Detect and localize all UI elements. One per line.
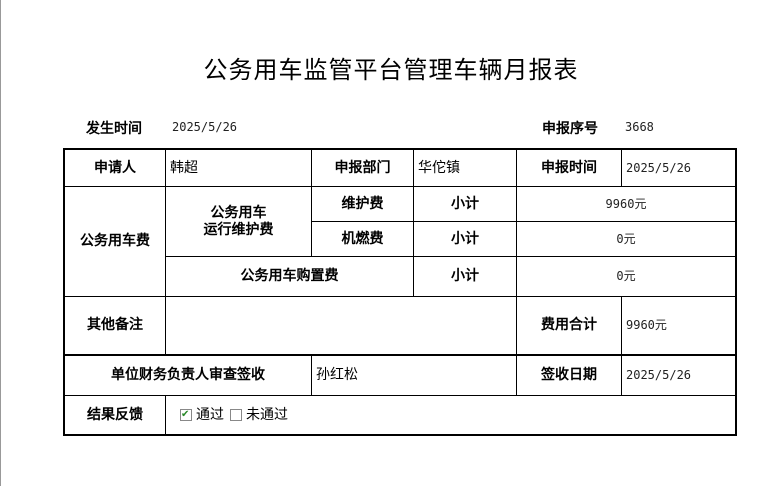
- dept-label: 申报部门: [312, 150, 414, 187]
- run-maint-label-line2: 运行维护费: [203, 221, 274, 238]
- occur-time-label: 发生时间: [86, 121, 142, 137]
- vehicle-fee-label: 公务用车费: [65, 187, 166, 297]
- maint-value: 9960元: [517, 187, 735, 222]
- purchase-subtotal-label: 小计: [414, 257, 517, 297]
- remark-value: [166, 297, 517, 356]
- maint-subtotal-label: 小计: [414, 187, 517, 222]
- report-time-value: 2025/5/26: [622, 150, 735, 187]
- page-title: 公务用车监管平台管理车辆月报表: [203, 56, 579, 84]
- result-options: 通过 未通过: [166, 396, 735, 434]
- fuel-subtotal-label: 小计: [414, 222, 517, 257]
- applicant-value: 韩超: [166, 150, 312, 187]
- sign-label: 单位财务负责人审查签收: [65, 356, 312, 396]
- occur-time-value: 2025/5/26: [172, 120, 238, 134]
- dept-value: 华佗镇: [414, 150, 517, 187]
- maint-label: 维护费: [312, 187, 414, 222]
- fuel-value: 0元: [517, 222, 735, 257]
- serial-value: 3668: [625, 120, 654, 134]
- result-label: 结果反馈: [65, 396, 166, 434]
- sign-date-label: 签收日期: [517, 356, 622, 396]
- run-maint-label: 公务用车 运行维护费: [166, 187, 312, 257]
- remark-label: 其他备注: [65, 297, 166, 356]
- sign-date-value: 2025/5/26: [622, 356, 735, 396]
- pass-checkbox[interactable]: [180, 406, 192, 423]
- run-maint-label-line1: 公务用车: [210, 204, 267, 221]
- serial-label: 申报序号: [542, 121, 598, 137]
- signer-value: 孙红松: [312, 356, 517, 396]
- pass-label: 通过: [196, 406, 224, 423]
- fail-label: 未通过: [246, 406, 288, 423]
- report-time-label: 申报时间: [517, 150, 622, 187]
- fuel-label: 机燃费: [312, 222, 414, 257]
- fail-checkbox[interactable]: [230, 409, 242, 421]
- total-label: 费用合计: [517, 297, 622, 356]
- purchase-label: 公务用车购置费: [166, 257, 414, 297]
- applicant-label: 申请人: [65, 150, 166, 187]
- report-table: 申请人 韩超 申报部门 华佗镇 申报时间 2025/5/26 公务用车费 公务用…: [63, 148, 737, 436]
- purchase-value: 0元: [517, 257, 735, 297]
- total-value: 9960元: [622, 297, 735, 356]
